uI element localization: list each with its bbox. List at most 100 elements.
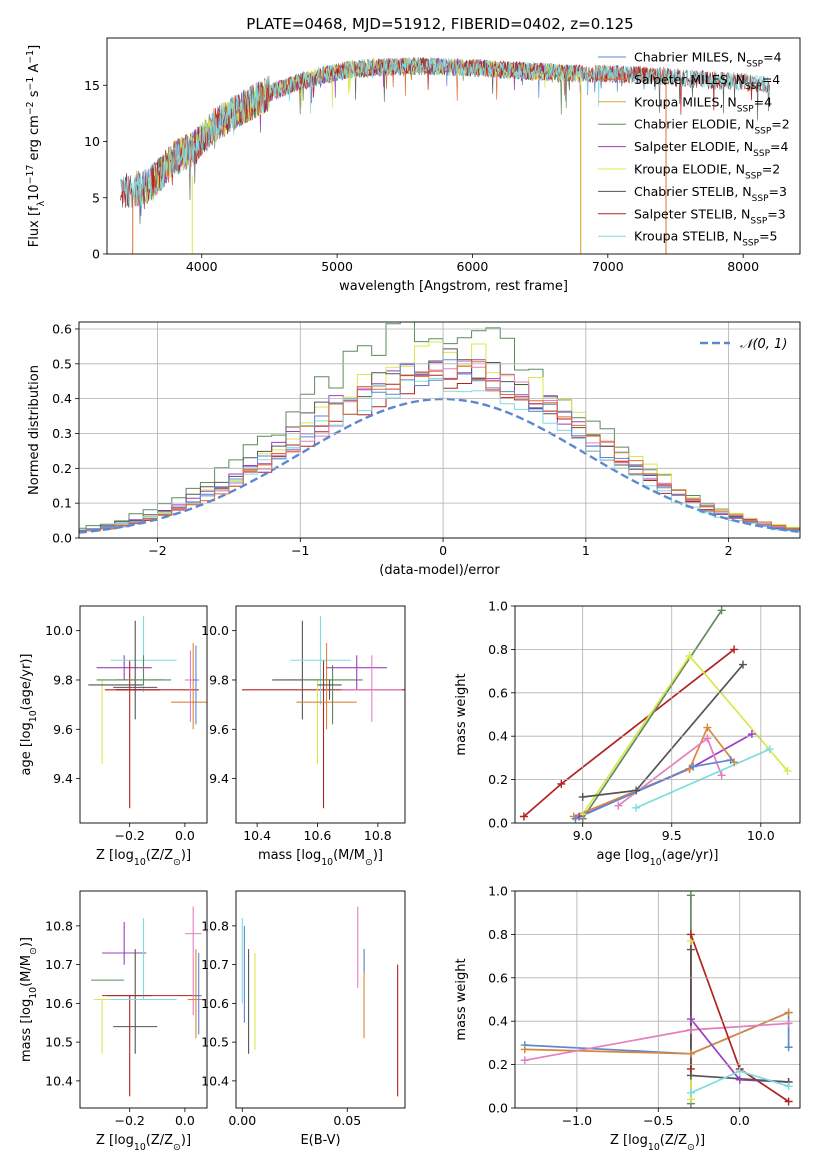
x-axis-label-part: Z [log bbox=[610, 1133, 648, 1148]
weight-point-marker bbox=[686, 1015, 695, 1024]
figure-title: PLATE=0468, MJD=51912, FIBERID=0402, z=0… bbox=[246, 15, 633, 33]
y-tick-label: 10.0 bbox=[201, 623, 229, 638]
axes-frame bbox=[514, 605, 801, 824]
y-tick-label: 0.3 bbox=[52, 426, 72, 441]
y-tick-label: 9.4 bbox=[53, 771, 73, 786]
legend-label-tail: =5 bbox=[759, 229, 777, 244]
legend-label: Kroupa MILES, NSSP=4 bbox=[634, 94, 772, 114]
x-tick-label: −2 bbox=[148, 543, 166, 558]
weight-point-marker bbox=[735, 1075, 744, 1084]
weight-series bbox=[635, 748, 771, 809]
legend-label-tail: =4 bbox=[762, 72, 780, 87]
y-axis-label-part: 10 bbox=[28, 987, 39, 999]
x-axis-label-part: (M/M bbox=[333, 848, 365, 863]
legend-label-sub: SSP bbox=[742, 239, 759, 249]
x-tick-label: −0.5 bbox=[643, 1113, 673, 1128]
weight-point-marker bbox=[520, 1045, 529, 1054]
x-axis-label-part: 10 bbox=[134, 1142, 146, 1153]
axes-frame bbox=[235, 605, 406, 824]
x-axis-label-part: age [log bbox=[597, 848, 650, 863]
y-axis-label-part: 10 bbox=[28, 710, 39, 722]
y-tick-label: 0.6 bbox=[488, 970, 508, 985]
y-tick-label: 0.8 bbox=[488, 642, 508, 657]
legend-label-base: Salpeter MILES, N bbox=[634, 72, 745, 87]
legend-label: Salpeter STELIB, NSSP=3 bbox=[634, 206, 786, 226]
x-tick-label: 8000 bbox=[727, 259, 759, 274]
x-tick-label: −1.0 bbox=[562, 1113, 592, 1128]
y-tick-label: 10 bbox=[84, 134, 100, 149]
plot-area-weight_vs_Z bbox=[524, 895, 790, 1104]
weight-point-marker bbox=[703, 723, 712, 732]
x-axis-label: mass [log10(M/M⊙)] bbox=[258, 848, 383, 868]
weight-series bbox=[524, 1011, 790, 1055]
weight-point-marker bbox=[784, 1082, 793, 1091]
x-tick-label: 10.8 bbox=[364, 828, 392, 843]
legend-label: Chabrier MILES, NSSP=4 bbox=[634, 50, 782, 70]
weight-point-marker bbox=[686, 1049, 695, 1058]
x-tick-label: 6000 bbox=[457, 259, 489, 274]
x-axis-label-part: 10 bbox=[648, 1142, 660, 1153]
x-axis-label-part: ⊙ bbox=[173, 857, 181, 868]
weight-point-marker bbox=[765, 745, 774, 754]
legend-label-tail: =3 bbox=[767, 206, 785, 221]
x-axis-label-part: ⊙ bbox=[687, 1142, 695, 1153]
y-tick-label: 0.5 bbox=[52, 356, 72, 371]
y-axis-label-part: −17 bbox=[25, 165, 36, 185]
axes-frame bbox=[79, 890, 208, 1109]
y-axis-label-part: mass [log bbox=[19, 999, 34, 1062]
x-axis-label-part: (Z/Z bbox=[660, 1133, 687, 1148]
y-axis-label: mass weight bbox=[454, 958, 469, 1040]
y-tick-label: 0.0 bbox=[488, 816, 508, 831]
weight-point-marker bbox=[686, 1088, 695, 1097]
x-tick-label: 0.0 bbox=[175, 1113, 195, 1128]
y-tick-label: 0.0 bbox=[52, 531, 72, 546]
y-axis-label-part: −1 bbox=[25, 50, 36, 64]
weight-point-marker bbox=[784, 1043, 793, 1052]
x-axis-label: Z [log10(Z/Z⊙)] bbox=[96, 1133, 191, 1153]
weight-point-marker bbox=[726, 756, 735, 765]
y-tick-label: 9.6 bbox=[209, 722, 229, 737]
x-axis-label-part: (Z/Z bbox=[146, 848, 173, 863]
x-axis-label-part: )] bbox=[181, 1133, 191, 1148]
y-axis-label-part: age [log bbox=[19, 722, 34, 775]
x-axis-label-part: )] bbox=[695, 1133, 705, 1148]
weight-point-marker bbox=[614, 801, 623, 810]
y-tick-label: 9.6 bbox=[53, 722, 73, 737]
legend-label-tail: =3 bbox=[769, 184, 787, 199]
weight-point-marker bbox=[784, 1008, 793, 1017]
y-tick-label: 0.2 bbox=[488, 1057, 508, 1072]
x-axis-label-part: (age/yr)] bbox=[662, 848, 719, 863]
y-tick-label: 10.6 bbox=[201, 996, 229, 1011]
x-axis-label-part: 10 bbox=[650, 857, 662, 868]
weight-point-marker bbox=[520, 1056, 529, 1065]
y-axis-label-part: ⊙ bbox=[28, 947, 39, 955]
y-tick-label: 15 bbox=[84, 78, 100, 93]
x-axis-label: (data-model)/error bbox=[379, 563, 500, 578]
legend-label-base: Kroupa ELODIE, N bbox=[634, 162, 745, 177]
y-axis-label-part: −1 bbox=[25, 77, 36, 91]
y-tick-label: 0.6 bbox=[488, 685, 508, 700]
weight-point-marker bbox=[685, 651, 694, 660]
weight-point-marker bbox=[632, 786, 641, 795]
y-tick-label: 0.4 bbox=[488, 729, 508, 744]
x-tick-label: 10.4 bbox=[243, 828, 271, 843]
legend-label-base: Chabrier STELIB, N bbox=[634, 184, 752, 199]
x-axis-label-part: 10 bbox=[134, 857, 146, 868]
weight-point-marker bbox=[735, 1067, 744, 1076]
legend-label-base: Chabrier ELODIE, N bbox=[634, 117, 754, 132]
panel-spectrum: 4000 5000 6000 7000 8000 0 5 10 15 wavelength [An… bbox=[25, 37, 801, 294]
x-tick-label: 5000 bbox=[321, 259, 353, 274]
weight-point-marker bbox=[686, 1025, 695, 1034]
plot-area-weight_vs_age bbox=[523, 609, 789, 820]
x-tick-label: 10.0 bbox=[747, 828, 775, 843]
x-tick-label: 4000 bbox=[186, 259, 218, 274]
weight-point-marker bbox=[717, 771, 726, 780]
legend-label-sub: SSP bbox=[752, 194, 769, 204]
weight-point-marker bbox=[686, 930, 695, 939]
plot-area-spectrum bbox=[120, 56, 771, 254]
weight-point-marker bbox=[557, 779, 566, 788]
y-tick-label: 1.0 bbox=[488, 599, 508, 614]
panel-residuals: −2 −1 0 1 2 0.0 0.1 0.2 0.3 0.4 0.5 0.6 (data-model)… bbox=[27, 321, 801, 578]
x-axis-label-part: ⊙ bbox=[365, 857, 373, 868]
weight-point-marker bbox=[686, 891, 695, 900]
